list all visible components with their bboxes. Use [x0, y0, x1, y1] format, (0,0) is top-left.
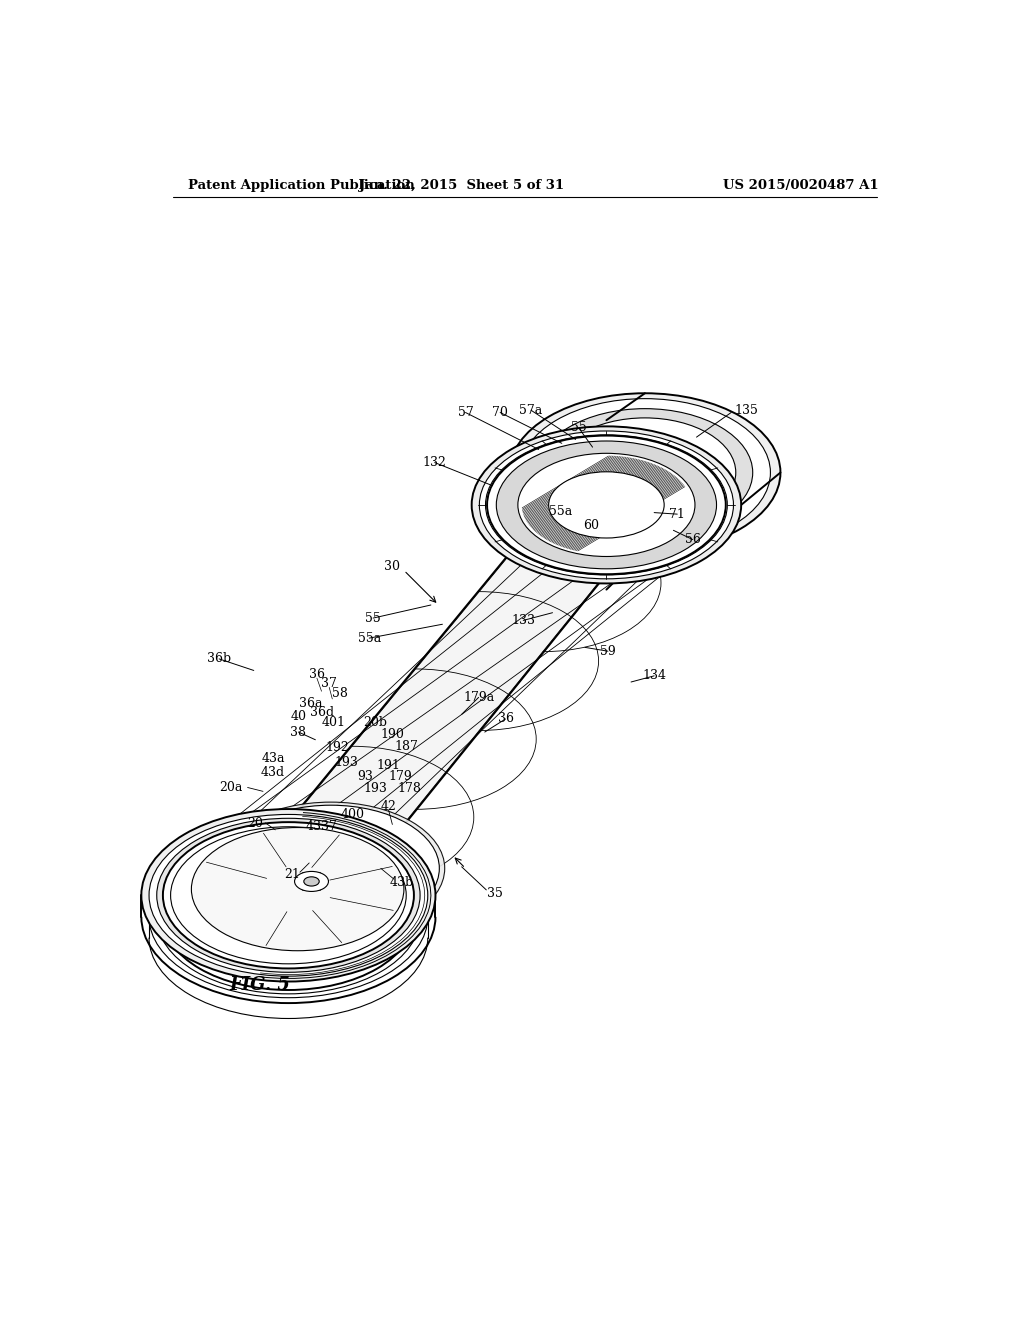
Text: 30: 30 [384, 560, 400, 573]
Text: 55a: 55a [357, 631, 381, 644]
Text: 55: 55 [570, 421, 587, 434]
Text: 187: 187 [394, 741, 418, 754]
Text: 178: 178 [397, 781, 421, 795]
Text: 190: 190 [381, 727, 404, 741]
Ellipse shape [472, 426, 741, 583]
Text: 55: 55 [366, 611, 381, 624]
Text: 36d: 36d [310, 706, 335, 719]
Ellipse shape [509, 393, 780, 552]
Text: 36: 36 [498, 713, 514, 726]
Ellipse shape [171, 826, 407, 964]
Text: 133: 133 [511, 614, 536, 627]
Text: Patent Application Publication: Patent Application Publication [188, 178, 415, 191]
Text: 20: 20 [248, 817, 263, 830]
Ellipse shape [150, 814, 428, 977]
Text: 59: 59 [600, 644, 615, 657]
Ellipse shape [487, 436, 726, 574]
Ellipse shape [538, 409, 753, 536]
Text: 37: 37 [322, 820, 337, 833]
Text: 43b: 43b [389, 875, 414, 888]
Text: 70: 70 [493, 407, 508, 418]
Text: 20a: 20a [219, 781, 243, 795]
Text: 57a: 57a [519, 404, 543, 417]
Text: 179a: 179a [463, 690, 495, 704]
Text: 193: 193 [334, 756, 358, 770]
Text: 132: 132 [423, 455, 446, 469]
Text: 36: 36 [309, 668, 325, 681]
Text: 43a: 43a [261, 752, 285, 766]
Ellipse shape [554, 418, 736, 527]
Ellipse shape [295, 871, 329, 891]
Ellipse shape [479, 432, 733, 578]
Text: 36b: 36b [207, 652, 231, 665]
Text: 134: 134 [642, 669, 667, 682]
Text: 71: 71 [670, 508, 685, 520]
Text: 43d: 43d [261, 767, 285, 779]
Text: 43: 43 [306, 820, 322, 833]
Text: 135: 135 [734, 404, 759, 417]
Text: 20b: 20b [364, 715, 387, 729]
Text: 192: 192 [325, 741, 349, 754]
Polygon shape [163, 436, 726, 969]
Text: 93: 93 [357, 770, 374, 783]
Text: 38: 38 [291, 726, 306, 739]
Ellipse shape [141, 809, 435, 982]
Ellipse shape [157, 818, 420, 973]
Ellipse shape [549, 471, 665, 539]
Ellipse shape [497, 441, 717, 569]
Text: 56: 56 [685, 533, 700, 546]
Ellipse shape [222, 805, 439, 932]
Text: FIG. 5: FIG. 5 [229, 975, 290, 994]
Ellipse shape [163, 822, 414, 969]
Text: 42: 42 [381, 800, 396, 813]
Text: 191: 191 [377, 759, 400, 772]
Text: 401: 401 [322, 715, 346, 729]
Ellipse shape [485, 434, 727, 576]
Text: 36a: 36a [299, 697, 323, 710]
Text: 400: 400 [340, 808, 365, 821]
Text: 57: 57 [458, 407, 473, 418]
Text: 55a: 55a [549, 504, 571, 517]
Text: 193: 193 [364, 781, 387, 795]
Text: Jan. 22, 2015  Sheet 5 of 31: Jan. 22, 2015 Sheet 5 of 31 [359, 178, 564, 191]
Text: 58: 58 [332, 686, 348, 700]
Text: 35: 35 [486, 887, 503, 900]
Text: 21: 21 [285, 869, 300, 880]
Ellipse shape [519, 399, 770, 546]
Ellipse shape [521, 455, 691, 554]
Ellipse shape [518, 453, 695, 557]
Text: 40: 40 [291, 710, 306, 723]
Ellipse shape [191, 828, 403, 950]
Text: 60: 60 [583, 519, 599, 532]
Ellipse shape [217, 803, 444, 935]
Text: US 2015/0020487 A1: US 2015/0020487 A1 [723, 178, 879, 191]
Text: 37: 37 [322, 677, 337, 690]
Ellipse shape [304, 876, 319, 886]
Text: 179: 179 [388, 770, 412, 783]
